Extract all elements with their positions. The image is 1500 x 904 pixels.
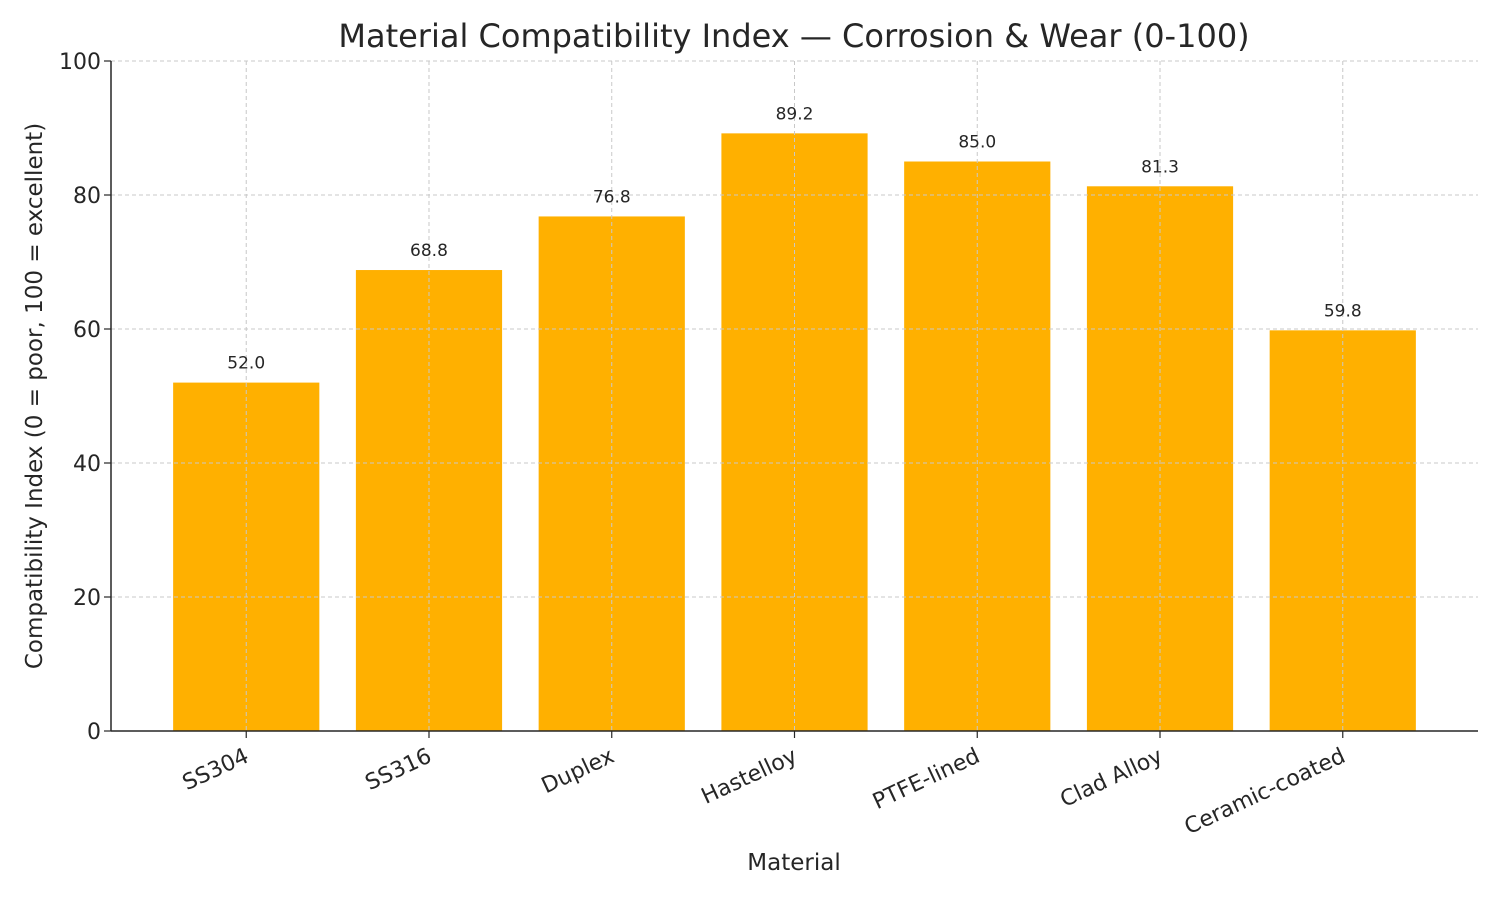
y-tick-label: 40: [73, 452, 101, 477]
y-tick-label: 20: [73, 586, 101, 611]
y-tick-label: 100: [59, 50, 101, 75]
y-tick-label: 80: [73, 184, 101, 209]
data-label: 52.0: [227, 354, 265, 374]
data-label: 85.0: [958, 133, 996, 153]
data-label: 89.2: [776, 104, 814, 124]
bar-ss316: [355, 270, 503, 731]
y-tick-label: 0: [87, 720, 101, 745]
x-tick-label: Clad Alloy: [1057, 744, 1167, 813]
data-label: 68.8: [410, 241, 448, 261]
x-tick-label: PTFE-lined: [869, 744, 984, 815]
x-tick-label: SS316: [362, 744, 436, 796]
x-tick-label: Hastelloy: [698, 744, 801, 810]
x-axis-label: Material: [747, 850, 840, 876]
chart-title: Material Compatibility Index — Corrosion…: [338, 17, 1249, 55]
y-tick-label: 60: [73, 318, 101, 343]
x-tick-label: SS304: [179, 744, 253, 796]
data-label: 76.8: [593, 187, 631, 207]
data-label: 81.3: [1141, 157, 1179, 177]
x-tick-label: Ceramic-coated: [1181, 744, 1349, 840]
x-tick-label: Duplex: [538, 744, 618, 799]
y-axis-label: Compatibility Index (0 = poor, 100 = exc…: [22, 123, 48, 669]
bar-clad-alloy: [1086, 186, 1234, 732]
data-label: 59.8: [1324, 301, 1362, 321]
